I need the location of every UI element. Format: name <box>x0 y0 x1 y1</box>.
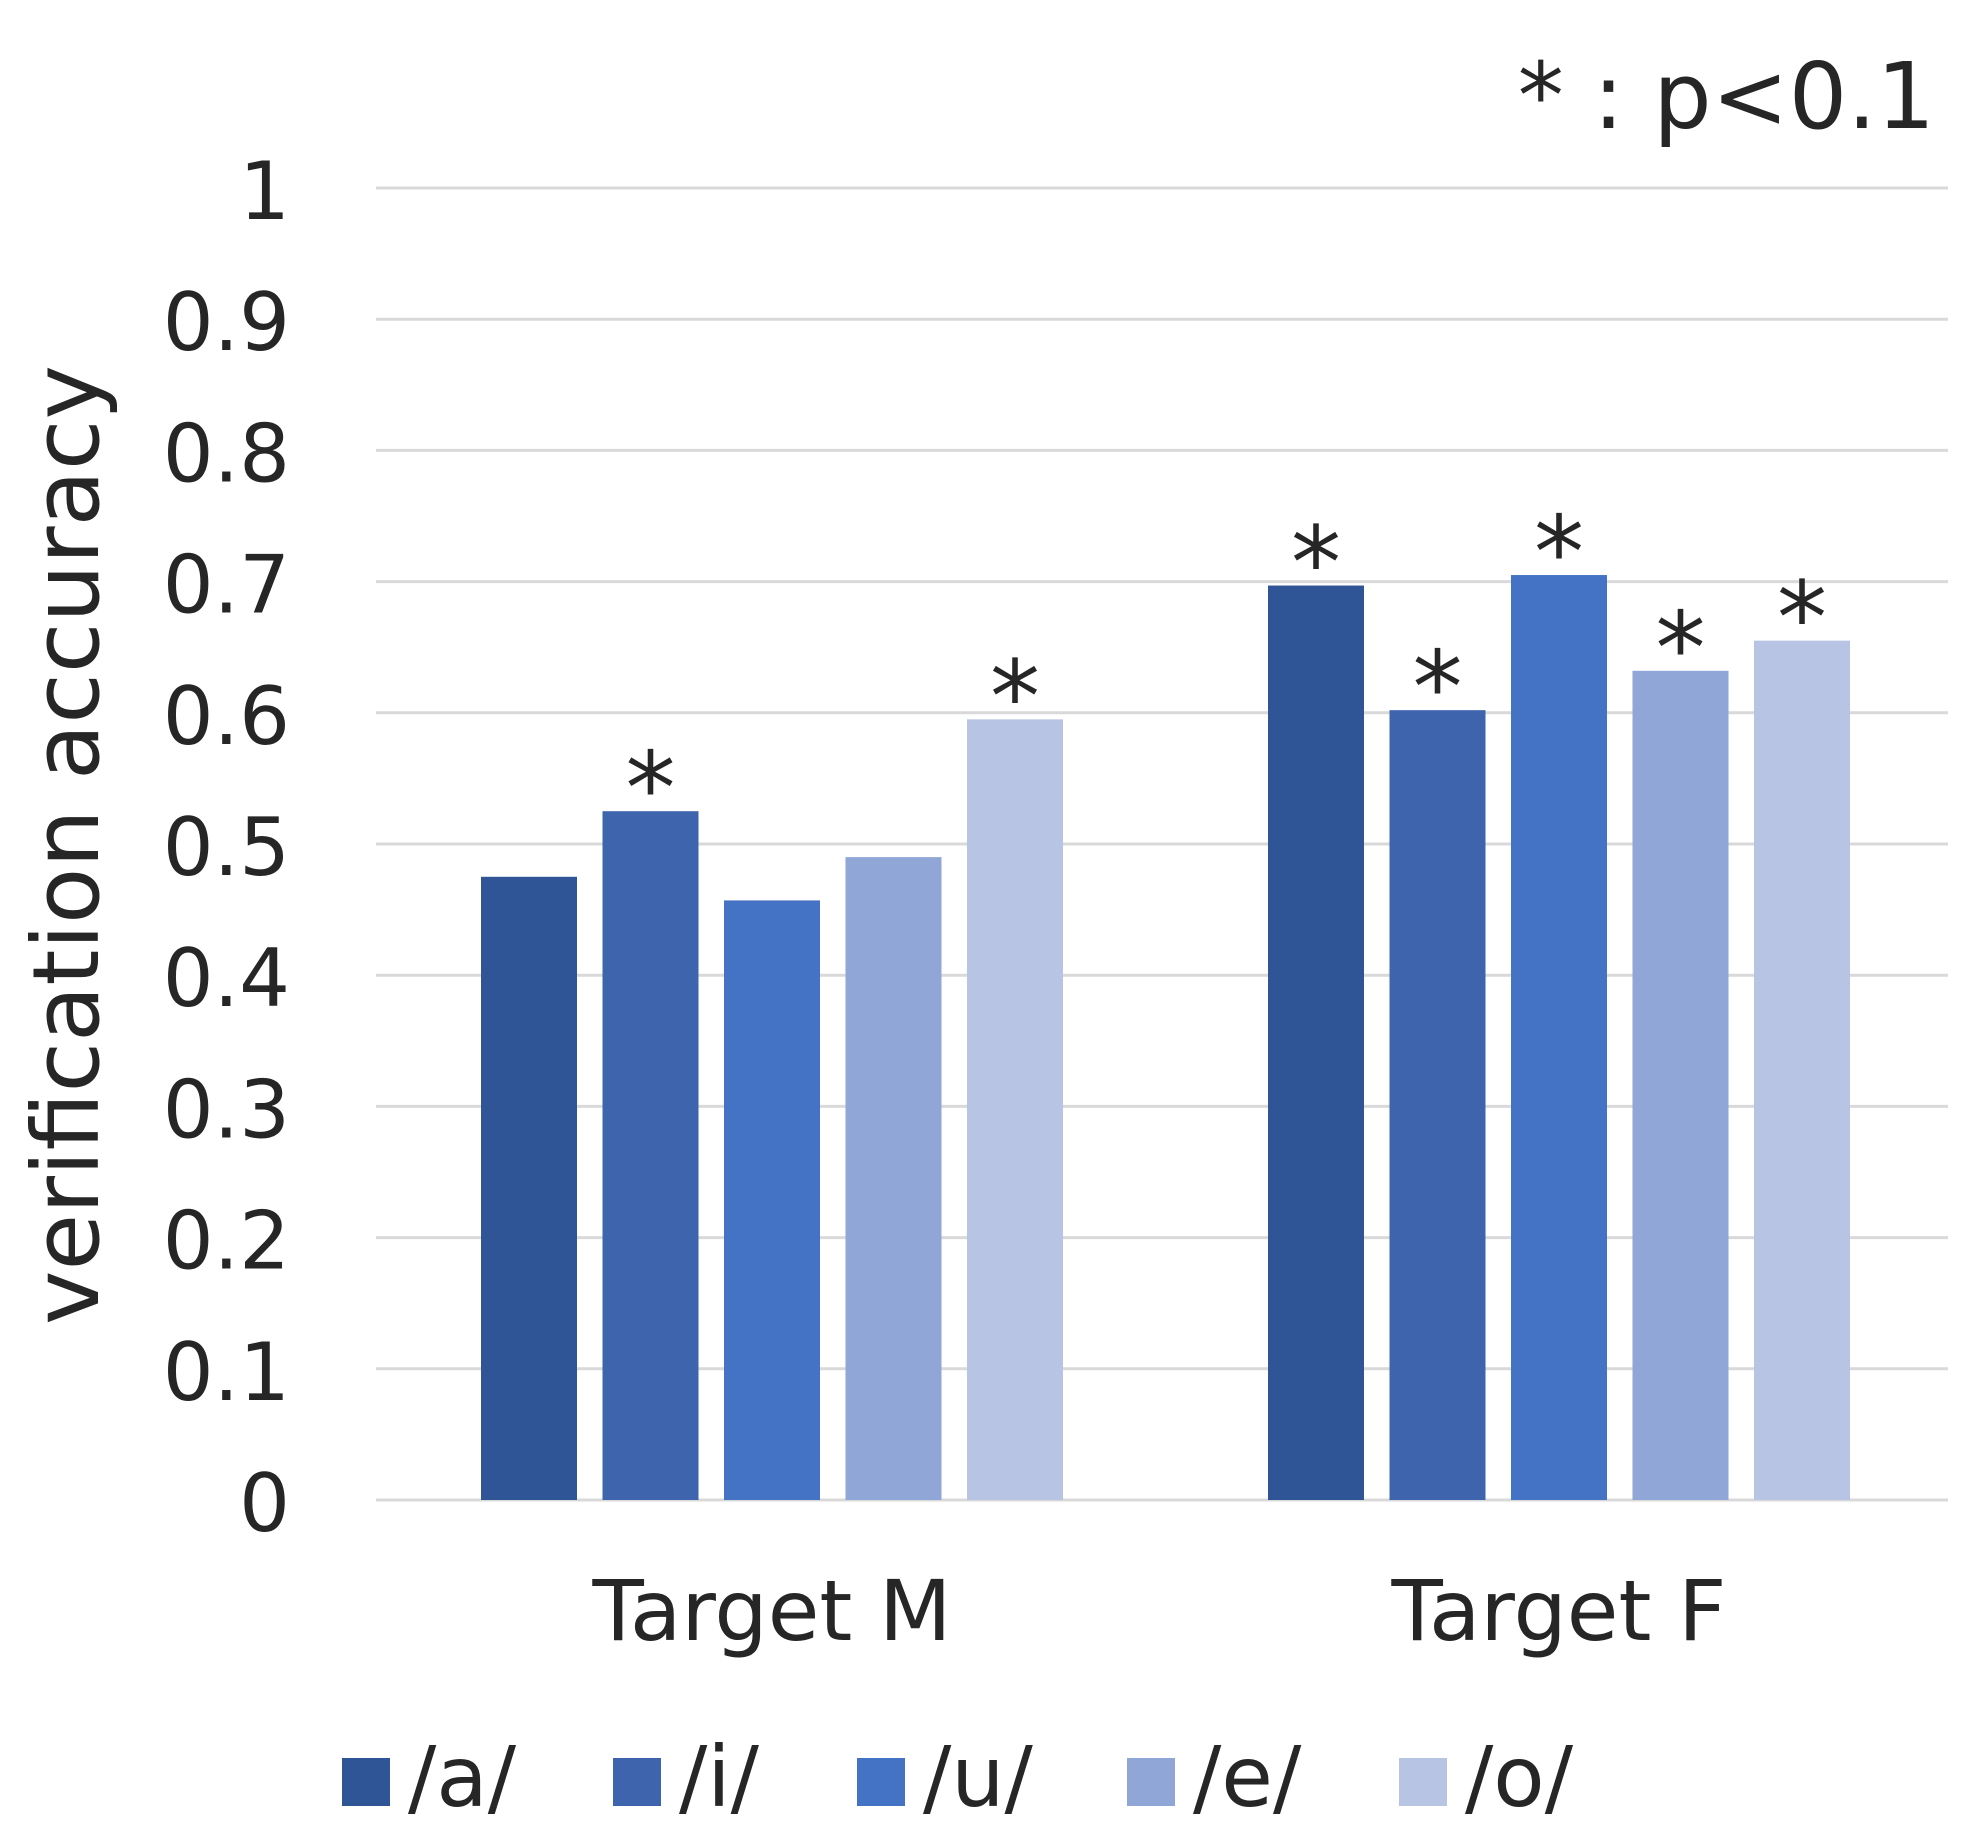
significance-markers: * * * * * * * <box>626 494 1828 847</box>
legend-swatch <box>342 1758 390 1806</box>
legend-label: /o/ <box>1465 1728 1574 1826</box>
bar <box>481 876 577 1500</box>
legend-item: /i/ <box>613 1728 760 1826</box>
bar <box>1632 670 1729 1500</box>
significance-star: * <box>1413 629 1463 746</box>
significance-star: * <box>990 638 1040 755</box>
y-tick-label: 1 <box>239 145 290 238</box>
bar <box>845 857 942 1500</box>
significance-annotation: * : p<0.1 <box>1518 43 1935 150</box>
y-axis-label: verification accuracy <box>13 365 120 1325</box>
y-tick-label: 0.6 <box>163 670 290 763</box>
bar <box>602 811 699 1500</box>
legend-label: /i/ <box>679 1728 760 1826</box>
bar <box>1268 585 1364 1500</box>
y-tick-label: 0.5 <box>163 801 290 894</box>
y-tick-label: 0.4 <box>163 932 290 1025</box>
legend-swatch <box>1399 1758 1447 1806</box>
x-category-label: Target F <box>1391 1562 1727 1660</box>
legend-label: /u/ <box>923 1728 1034 1826</box>
y-tick-label: 0.9 <box>163 276 290 369</box>
x-category-label: Target M <box>591 1562 951 1660</box>
y-tick-label: 0.7 <box>163 539 290 632</box>
y-axis-tick-labels: 0 0.1 0.2 0.3 0.4 0.5 0.6 0.7 0.8 0.9 1 <box>163 145 290 1550</box>
legend-item: /e/ <box>1127 1728 1302 1826</box>
significance-star: * <box>1656 590 1706 707</box>
legend-swatch <box>613 1758 661 1806</box>
legend-item: /a/ <box>342 1728 517 1826</box>
y-tick-label: 0 <box>239 1457 290 1550</box>
legend-swatch <box>1127 1758 1175 1806</box>
legend-label: /a/ <box>408 1728 517 1826</box>
legend-swatch <box>857 1758 905 1806</box>
legend-label: /e/ <box>1193 1728 1302 1826</box>
bar <box>1389 710 1486 1500</box>
y-tick-label: 0.2 <box>163 1195 290 1288</box>
bar <box>1511 575 1607 1500</box>
bar <box>724 900 820 1500</box>
x-axis-category-labels: Target M Target F <box>591 1562 1726 1660</box>
legend-item: /u/ <box>857 1728 1034 1826</box>
significance-star: * <box>1777 560 1827 677</box>
bar <box>1754 640 1850 1500</box>
y-tick-label: 0.8 <box>163 407 290 500</box>
legend-item: /o/ <box>1399 1728 1574 1826</box>
significance-star: * <box>626 730 676 847</box>
bars <box>481 575 1850 1500</box>
bar <box>967 719 1063 1500</box>
significance-star: * <box>1534 494 1584 611</box>
legend: /a/ /i/ /u/ /e/ /o/ <box>342 1728 1574 1826</box>
significance-star: * <box>1291 505 1341 622</box>
y-tick-label: 0.3 <box>163 1063 290 1156</box>
y-tick-label: 0.1 <box>163 1326 290 1419</box>
